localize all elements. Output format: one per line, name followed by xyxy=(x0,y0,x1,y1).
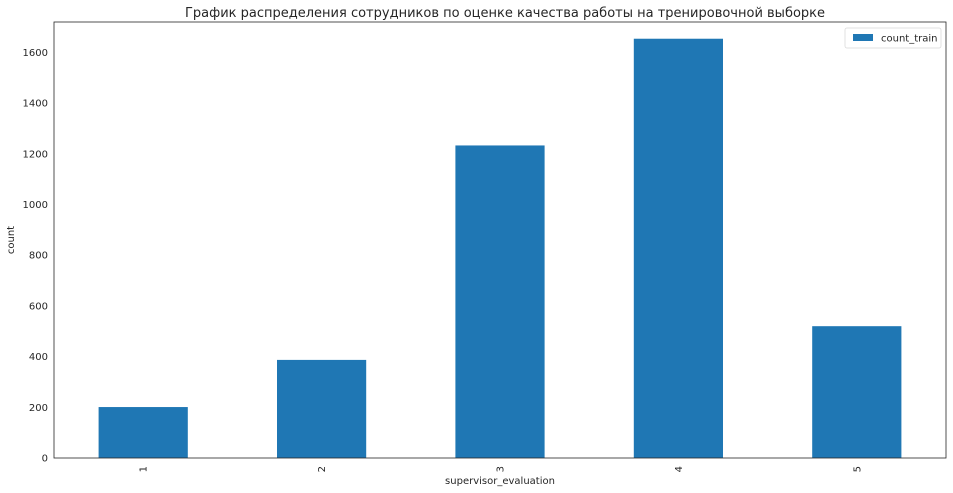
x-tick-label: 1 xyxy=(139,466,150,472)
legend-swatch xyxy=(853,34,873,41)
legend-label: count_train xyxy=(881,34,938,45)
x-tick-label: 2 xyxy=(317,466,328,472)
chart-title: График распределения сотрудников по оцен… xyxy=(185,6,825,21)
y-tick-label: 1400 xyxy=(23,99,48,110)
y-axis-label: count xyxy=(6,226,17,254)
bars-group xyxy=(98,38,902,459)
y-tick-label: 1200 xyxy=(23,149,48,160)
y-tick-label: 0 xyxy=(42,454,48,465)
y-tick-label: 400 xyxy=(29,352,48,363)
legend-box xyxy=(844,27,942,49)
y-tick-label: 1600 xyxy=(23,48,48,59)
plot-frame xyxy=(53,21,947,459)
legend: count_train xyxy=(844,27,942,49)
x-axis-label: supervisor_evaluation xyxy=(445,476,555,487)
x-tick-label: 4 xyxy=(674,466,685,472)
y-tick-label: 200 xyxy=(29,403,48,414)
bar-2 xyxy=(277,359,367,458)
x-tick-label: 5 xyxy=(852,466,863,472)
y-tick-label: 600 xyxy=(29,301,48,312)
bar-1 xyxy=(98,407,188,458)
bar-4 xyxy=(633,38,723,459)
bar-5 xyxy=(812,326,902,458)
x-axis-ticks: 1 2 3 4 5 xyxy=(139,466,864,472)
y-tick-label: 800 xyxy=(29,251,48,262)
y-axis-ticks: 0 200 400 600 800 1000 1200 1400 1600 xyxy=(23,48,48,465)
y-tick-label: 1000 xyxy=(23,200,48,211)
x-tick-label: 3 xyxy=(496,466,507,472)
bar-3 xyxy=(455,145,545,458)
